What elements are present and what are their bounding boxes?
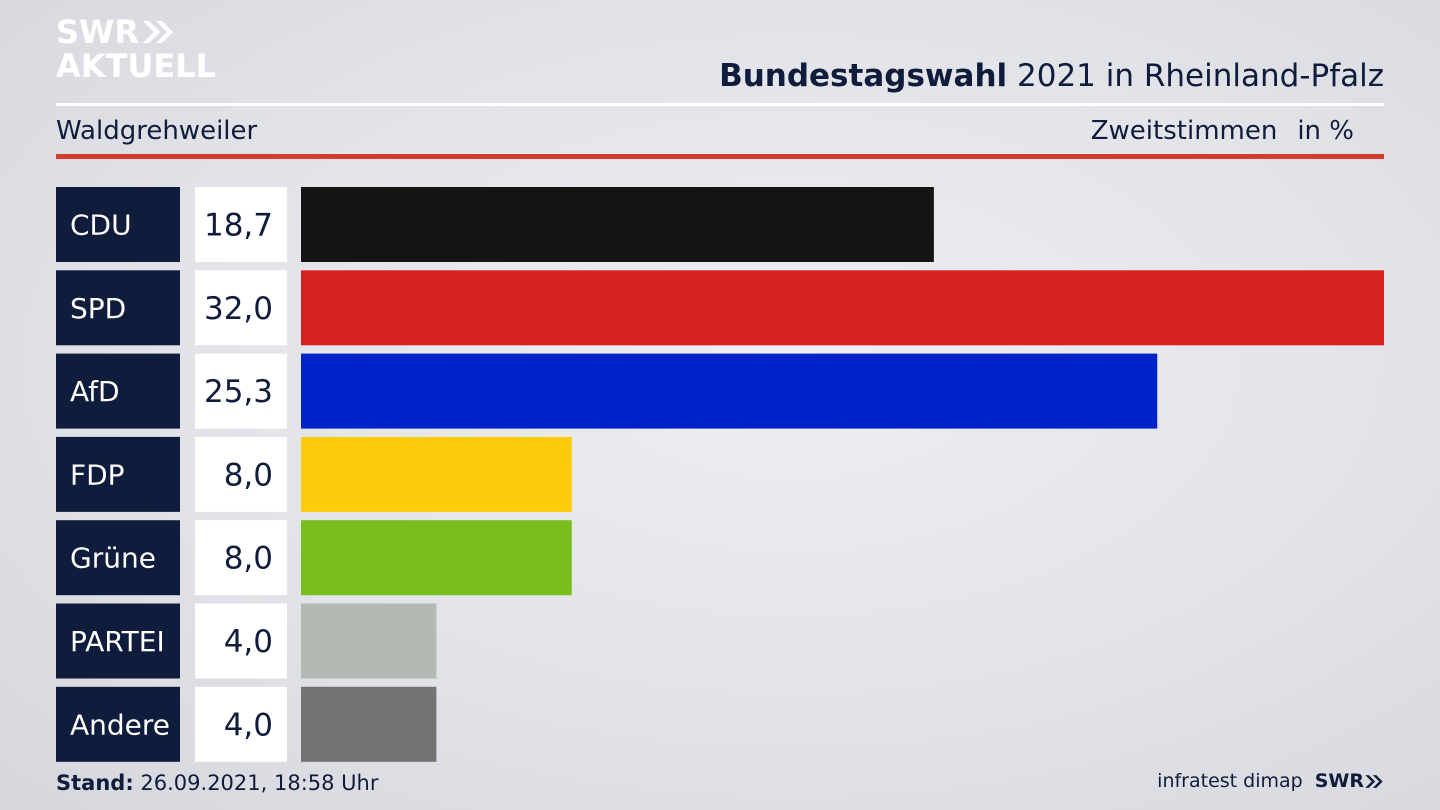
logo-aktuell-text: AKTUELL — [56, 47, 217, 85]
logo-swr-text: SWR — [56, 13, 139, 51]
bar-row-5: PARTEI 4,0 — [56, 603, 437, 679]
party-label: AfD — [70, 375, 120, 408]
party-label-box — [56, 603, 180, 679]
party-label-box — [56, 187, 180, 262]
measure-label: Zweitstimmen in % — [1091, 116, 1354, 146]
value-label: 18,7 — [204, 208, 273, 244]
title-rest: 2021 in Rheinland-Pfalz — [1007, 58, 1384, 94]
page-title: Bundestagswahl 2021 in Rheinland-Pfalz — [719, 58, 1384, 94]
location-label: Waldgrehweiler — [56, 116, 258, 146]
bar-row-6: Andere 4,0 — [56, 686, 437, 762]
party-label-box — [56, 436, 180, 512]
bar-row-1: SPD 32,0 — [56, 270, 1384, 346]
bar-row-3: FDP 8,0 — [56, 436, 572, 512]
bar-row-0: CDU 18,7 — [56, 187, 934, 262]
party-label: Andere — [70, 708, 170, 741]
timestamp: Stand: 26.09.2021, 18:58 Uhr — [56, 771, 379, 795]
value-box — [195, 686, 287, 762]
double-chevron-icon — [142, 21, 173, 43]
value-label: 4,0 — [224, 707, 273, 743]
bar — [301, 520, 572, 596]
measure-name: Zweitstimmen — [1090, 116, 1278, 146]
bar — [301, 187, 934, 262]
value-box — [195, 603, 287, 679]
footer-chevron-icon — [1365, 774, 1383, 788]
bar — [301, 353, 1158, 429]
party-label-box — [56, 270, 180, 346]
accent-divider — [56, 154, 1384, 159]
value-label: 8,0 — [224, 457, 273, 493]
party-label-box — [56, 520, 180, 596]
bar-row-4: Grüne 8,0 — [56, 520, 572, 596]
value-label: 25,3 — [204, 374, 273, 410]
party-label-box — [56, 353, 180, 429]
party-label-box — [56, 686, 180, 762]
bar — [301, 270, 1384, 346]
party-label: PARTEI — [70, 625, 165, 658]
title-bold: Bundestagswahl — [719, 58, 1008, 94]
party-label: SPD — [70, 292, 126, 325]
source-credit: infratest dimap SWR — [1157, 770, 1384, 792]
party-label: FDP — [70, 458, 125, 491]
value-box — [195, 520, 287, 596]
bar-row-2: AfD 25,3 — [56, 353, 1158, 429]
header-divider — [56, 103, 1384, 106]
party-label: Grüne — [70, 542, 156, 575]
value-box — [195, 187, 287, 262]
value-box — [195, 353, 287, 429]
footer-swr-logo: SWR — [1315, 770, 1384, 792]
swr-aktuell-logo: SWR AKTUELL — [56, 16, 216, 82]
measure-unit: in % — [1297, 116, 1354, 146]
stand-label: Stand: — [56, 771, 134, 795]
bar — [301, 603, 437, 679]
party-label: CDU — [70, 209, 132, 242]
value-box — [195, 270, 287, 346]
value-label: 32,0 — [204, 291, 273, 327]
bar — [301, 686, 437, 762]
footer-swr-text: SWR — [1314, 770, 1364, 792]
bar — [301, 436, 572, 512]
value-label: 4,0 — [224, 624, 273, 660]
stand-value: 26.09.2021, 18:58 Uhr — [133, 771, 379, 795]
value-label: 8,0 — [224, 541, 273, 577]
value-box — [195, 436, 287, 512]
source-label: infratest dimap — [1157, 770, 1303, 792]
